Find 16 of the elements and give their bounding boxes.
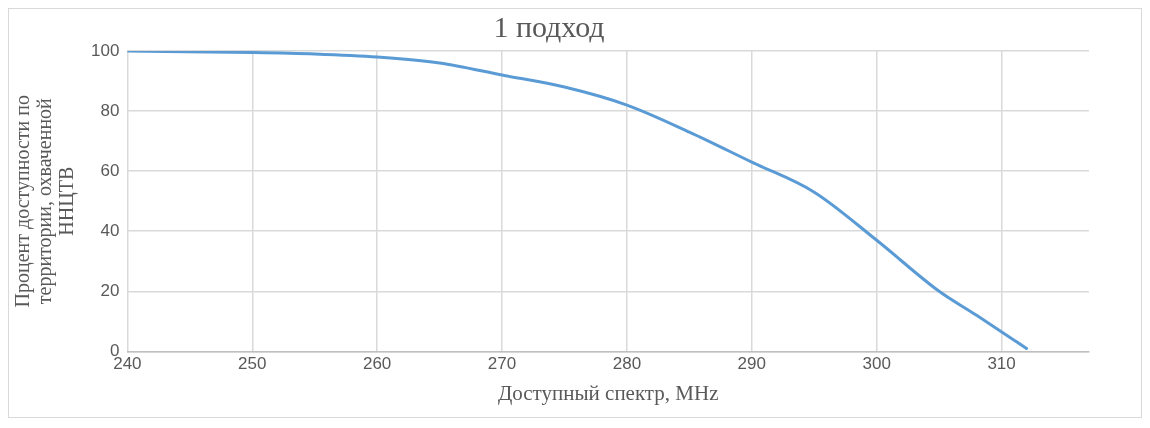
y-tick-label: 100 [90, 40, 120, 60]
y-axis-title: Процент доступности по территории, охваченной ННЦТВ [11, 94, 79, 308]
x-tick-label: 310 [987, 354, 1016, 374]
x-tick-label: 280 [612, 354, 642, 374]
x-tick-label: 270 [487, 354, 517, 374]
line-series [127, 51, 1029, 350]
y-tick-label: 20 [100, 281, 120, 301]
x-tick-label: 290 [737, 354, 766, 374]
chart-title: 1 подход [493, 9, 605, 43]
x-tick-label: 300 [862, 354, 891, 374]
y-tick-label: 80 [100, 100, 120, 120]
x-tick-label: 260 [362, 354, 392, 374]
y-tick-label: 60 [100, 160, 120, 180]
y-tick-label: 40 [100, 220, 120, 240]
x-axis-title: Доступный спектр, MHz [497, 380, 719, 405]
x-tick-label: 250 [238, 354, 267, 374]
